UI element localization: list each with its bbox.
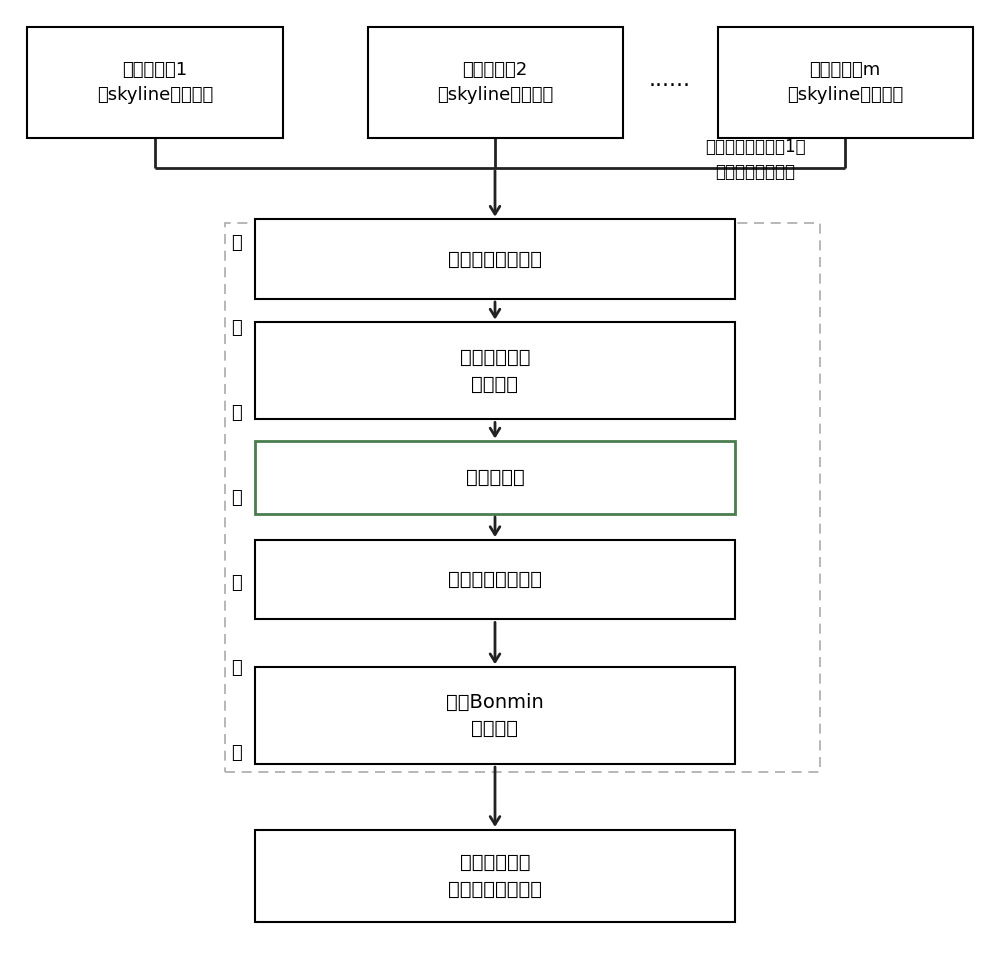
Text: 性: 性: [232, 574, 242, 591]
Bar: [255, 219, 735, 299]
Text: 归一化操作: 归一化操作: [466, 468, 524, 487]
Text: 规: 规: [232, 488, 242, 507]
Text: 计算服务群m
的skyline服务集合: 计算服务群m 的skyline服务集合: [787, 61, 903, 104]
Bar: [255, 322, 735, 419]
Text: 模: 模: [232, 234, 242, 251]
Text: 每个服务群中选取1个
候选服务参与组合: 每个服务群中选取1个 候选服务参与组合: [705, 138, 805, 181]
Bar: [255, 667, 735, 764]
Text: 求组合路径的
聚合质量: 求组合路径的 聚合质量: [460, 349, 530, 393]
Bar: [255, 441, 735, 515]
Text: 求组合服务的质量: 求组合服务的质量: [448, 570, 542, 589]
Bar: [225, 223, 820, 772]
Bar: [718, 26, 972, 138]
Text: 计算服务群1
的skyline服务集合: 计算服务群1 的skyline服务集合: [97, 61, 213, 104]
Bar: [368, 26, 622, 138]
Text: 计算服务群2
的skyline服务集合: 计算服务群2 的skyline服务集合: [437, 61, 553, 104]
Text: 非: 非: [232, 744, 242, 761]
Text: 线: 线: [232, 658, 242, 677]
Text: ......: ......: [649, 70, 691, 89]
Bar: [255, 829, 735, 922]
Text: 根据求解结果
进行服务组合操作: 根据求解结果 进行服务组合操作: [448, 854, 542, 898]
Text: 构造一条组合路径: 构造一条组合路径: [448, 250, 542, 269]
Text: 利用Bonmin
求解模型: 利用Bonmin 求解模型: [446, 693, 544, 738]
Bar: [27, 26, 283, 138]
Text: 划: 划: [232, 404, 242, 421]
Bar: [255, 540, 735, 619]
Text: 建: 建: [232, 318, 242, 337]
